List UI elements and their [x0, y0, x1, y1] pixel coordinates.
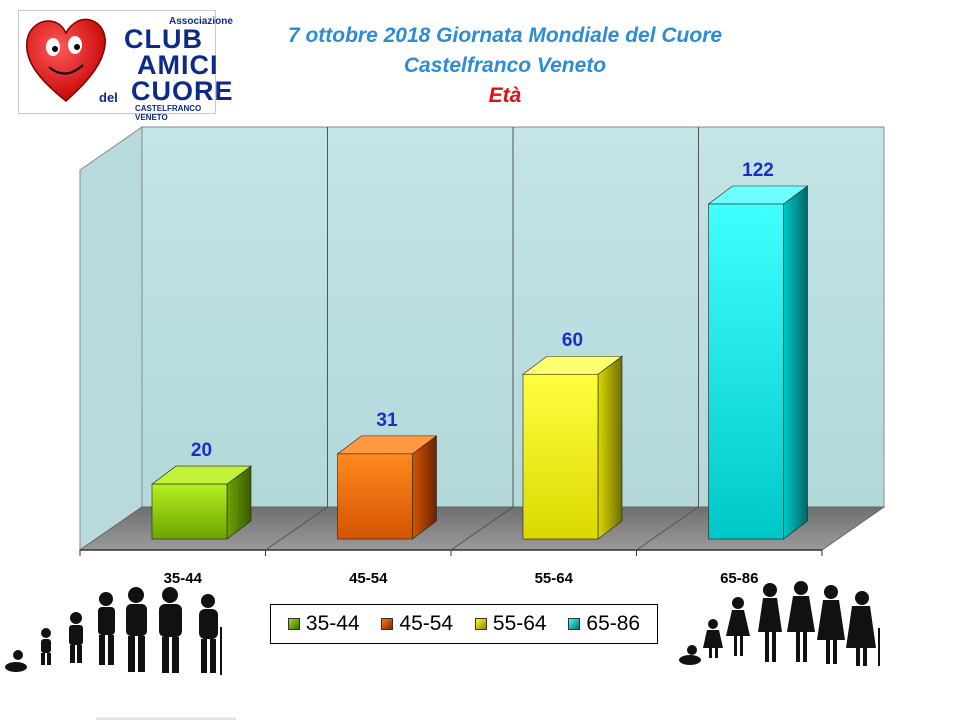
page-title: 7 ottobre 2018 Giornata Mondiale del Cuo… [287, 24, 723, 47]
chart-bar-side [783, 185, 808, 540]
data-label: 31 [376, 410, 398, 431]
x-tick-label: 65-86 [720, 570, 758, 587]
legend-swatch [287, 618, 300, 630]
legend-swatch [381, 618, 394, 630]
logo-del-text: del [99, 90, 118, 105]
legend-swatch [568, 618, 581, 630]
legend-label: 35-44 [305, 612, 360, 635]
chart-bar [336, 435, 438, 540]
chart-bars [151, 185, 809, 540]
chart-floor-divider [636, 506, 699, 551]
chart-legend: 35-44 45-54 55-64 65-86 [270, 604, 658, 644]
data-label: 122 [742, 160, 774, 181]
chart-bar-side [597, 355, 623, 540]
heart-icon [25, 18, 106, 102]
page-subtitle: Castelfranco Veneto [403, 54, 607, 77]
data-label: 20 [191, 440, 212, 461]
chart-bar-front [151, 483, 228, 540]
x-tick-label: 35-44 [164, 570, 203, 587]
chart-bar [522, 355, 623, 540]
chart-floor-divider [450, 506, 514, 551]
chart-bar-front [708, 203, 784, 540]
legend-item: 35-44 [287, 612, 360, 636]
chart-title: Età [488, 84, 522, 107]
legend-label: 55-64 [492, 612, 547, 635]
chart-labels: 20 35-44 31 45-54 60 55-64 122 65-86 [164, 160, 774, 587]
logo-association-text: Associazione [169, 16, 233, 27]
chart-bar [151, 465, 252, 540]
x-tick-label: 55-64 [535, 570, 574, 587]
people-silhouette-left [5, 587, 236, 720]
x-tick-label: 45-54 [349, 570, 388, 587]
chart-bar [707, 185, 809, 540]
logo-city-text: CASTELFRANCO VENETO [135, 104, 202, 122]
legend-swatch [474, 618, 487, 630]
data-label: 60 [562, 330, 583, 351]
logo-club-text: CLUB [124, 24, 203, 54]
legend-item: 45-54 [381, 612, 453, 636]
chart-bar-front [522, 373, 599, 540]
legend-item: 65-86 [568, 612, 640, 636]
chart-frame [78, 126, 886, 556]
chart-side-wall [79, 126, 143, 551]
legend-item: 55-64 [474, 612, 547, 636]
people-silhouette-right [679, 581, 880, 666]
logo: Associazione CLUB AMICI del CUORE CASTEL… [18, 10, 233, 122]
legend-label: 65-86 [586, 612, 641, 635]
logo-cuore-text: CUORE [131, 76, 234, 106]
chart-floor-divider [265, 506, 328, 551]
bar-chart: 20 35-44 31 45-54 60 55-64 122 65-86 [78, 126, 886, 587]
logo-amici-text: AMICI [137, 50, 219, 80]
chart-bar-front [337, 453, 413, 540]
legend-label: 45-54 [399, 612, 454, 635]
